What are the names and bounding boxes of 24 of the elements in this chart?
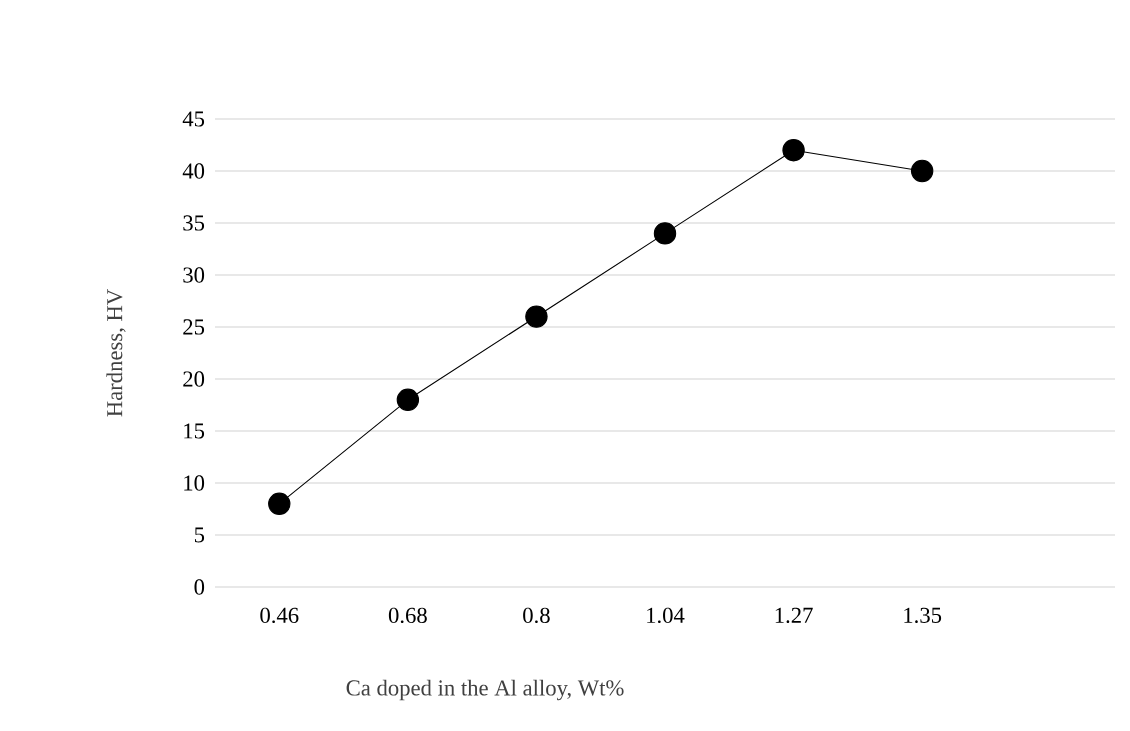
- point: [782, 138, 805, 162]
- y-tick-label: 5: [194, 527, 205, 543]
- y-tick-label: 25: [183, 319, 205, 335]
- x-tick-label: 1.04: [647, 607, 685, 624]
- y-tick-label: 20: [183, 371, 205, 387]
- y-tick-label: 30: [183, 267, 205, 283]
- y-axis-title: Hardness, HV: [106, 289, 126, 417]
- y-tick-label: 35: [183, 215, 205, 231]
- x-axis-title: Ca doped in the Al alloy, Wt%: [346, 679, 624, 701]
- x-tick-label: 0.46: [260, 607, 299, 624]
- point: [910, 159, 934, 183]
- y-tick-label: 10: [184, 475, 205, 491]
- point: [653, 222, 677, 245]
- x-tick-label: 1.35: [904, 607, 942, 624]
- x-tick-label: 1.27: [775, 607, 813, 624]
- y-tick-label: 0: [194, 579, 205, 595]
- y-tick-label: 45: [182, 111, 205, 127]
- y-tick-label: 40: [182, 163, 205, 179]
- point: [396, 388, 420, 411]
- x-tick-label: 0.8: [523, 607, 550, 624]
- point: [268, 492, 291, 516]
- x-tick-label: 0.68: [388, 607, 427, 624]
- point: [525, 305, 548, 328]
- y-tick-label: 15: [184, 423, 205, 439]
